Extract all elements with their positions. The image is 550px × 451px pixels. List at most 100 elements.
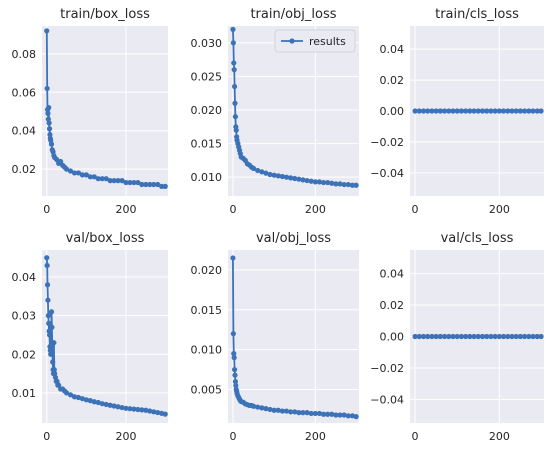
data-point [484,108,490,114]
x-tick-label: 0 [43,203,50,216]
y-tick-label: 0.02 [380,299,405,312]
data-point [526,108,532,114]
data-point [119,178,125,184]
data-point [79,396,86,402]
y-tick-label: 0.010 [191,171,223,184]
data-point [147,181,153,188]
y-tick-label: 0.04 [380,268,405,281]
y-tick-label: 0.06 [12,86,37,99]
data-point [463,108,469,114]
data-point [151,181,157,188]
data-point [517,333,524,340]
data-point [353,182,359,188]
data-point [441,333,448,340]
data-point [232,372,238,378]
data-point [496,108,502,114]
data-point [292,175,298,182]
data-point [450,108,456,114]
data-point [95,399,101,406]
data-point [329,411,335,417]
data-point [263,170,269,176]
data-point [75,394,82,401]
data-point [230,331,236,337]
data-point [87,398,93,404]
y-tick-label: −0.02 [370,362,404,375]
data-point [509,333,515,340]
data-point [230,40,236,46]
x-tick-label: 200 [305,430,326,443]
data-point [433,108,439,114]
data-point [44,282,51,288]
data-point [135,406,141,413]
data-point [341,412,347,418]
data-point [135,179,141,186]
data-point [50,359,56,365]
data-point [255,404,261,410]
chart-panel: val/obj_loss 0.005 0.010 0.015 0.020 0 200 [191,231,359,443]
data-point [458,333,465,340]
data-point [230,255,236,261]
data-point [63,390,70,396]
data-point [475,333,481,340]
data-point [52,370,58,377]
data-point [492,108,498,114]
y-tick-label: 0.030 [191,37,223,50]
data-point [316,410,323,417]
y-tick-label: 0.005 [191,384,223,397]
data-point [479,333,486,340]
data-point [279,408,285,414]
data-point [119,404,125,411]
data-point [231,83,238,90]
data-point [87,174,93,180]
data-point [308,178,314,184]
data-point [79,172,86,178]
x-tick-label: 200 [489,203,510,216]
chart-title: val/cls_loss [441,231,514,246]
chart-title: val/box_loss [66,231,145,246]
data-point [83,397,89,403]
data-point [111,178,117,184]
data-point [500,108,507,114]
data-point [232,378,239,385]
x-tick-label: 0 [229,430,236,443]
data-point [433,333,439,340]
data-point [316,179,323,185]
y-tick-label: 0.02 [12,163,37,176]
data-point [416,333,422,340]
y-tick-label: 0.08 [12,48,37,61]
data-point [231,60,237,66]
y-tick-label: 0.04 [12,271,37,284]
data-point [46,328,52,334]
x-tick-label: 0 [43,430,50,443]
data-point [103,401,109,408]
data-point [259,405,265,411]
data-point [300,410,306,416]
data-point [46,105,52,111]
plot-area [42,250,168,423]
data-point [488,108,494,114]
data-point [500,333,507,340]
data-point [44,28,50,34]
data-point [484,333,490,340]
data-point [48,351,54,357]
data-point [412,108,418,114]
data-point [312,410,318,417]
data-point [454,108,460,114]
data-point [429,333,435,340]
chart-title: val/obj_loss [256,231,331,246]
data-point [143,181,149,188]
data-point [51,367,57,373]
data-point [45,313,51,319]
data-point [162,183,168,189]
data-point [250,165,257,172]
data-point [288,409,294,415]
y-tick-label: 0.02 [12,348,37,361]
data-point [446,333,452,340]
data-point [420,333,427,340]
data-point [56,382,62,388]
data-point [230,26,236,32]
data-point [534,108,540,114]
data-point [107,402,113,408]
chart-title: train/obj_loss [250,7,336,22]
